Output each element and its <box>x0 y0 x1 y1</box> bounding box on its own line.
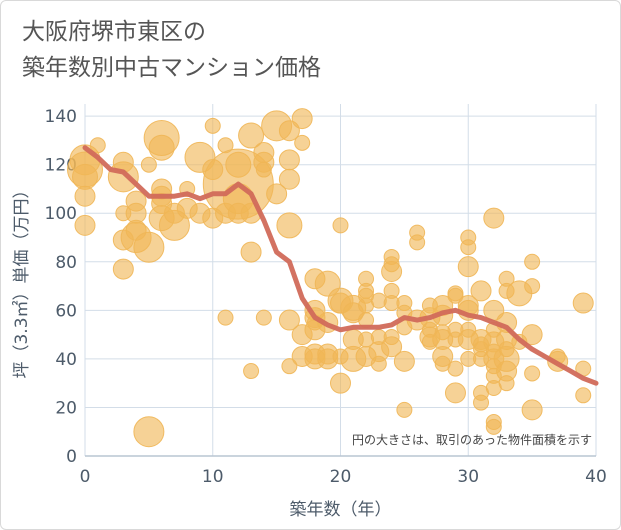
y-tick-label: 60 <box>55 301 77 321</box>
data-point <box>524 365 541 382</box>
trend-line <box>82 145 599 386</box>
data-point <box>332 217 349 234</box>
data-point <box>393 350 415 372</box>
data-point <box>204 117 221 134</box>
data-point <box>381 261 403 283</box>
data-point <box>409 234 426 251</box>
data-point <box>278 309 300 331</box>
data-point <box>278 149 300 171</box>
data-point <box>524 253 541 270</box>
data-point <box>281 358 298 375</box>
x-tick-label: 30 <box>457 467 479 487</box>
data-point <box>521 399 543 421</box>
data-point <box>521 324 543 346</box>
data-point <box>457 256 479 278</box>
x-tick-label: 10 <box>202 467 224 487</box>
y-tick-label: 140 <box>45 107 77 127</box>
data-point <box>396 401 413 418</box>
data-point <box>243 363 260 380</box>
data-point <box>473 394 490 411</box>
x-tick-label: 40 <box>585 467 607 487</box>
x-tick-label: 20 <box>330 467 352 487</box>
data-point <box>217 309 234 326</box>
data-point <box>276 212 303 239</box>
y-tick-label: 100 <box>45 204 77 224</box>
data-point <box>447 360 464 377</box>
data-point <box>112 258 134 280</box>
data-point <box>255 161 272 178</box>
data-point <box>74 185 96 207</box>
data-point <box>133 416 165 448</box>
data-point <box>74 214 96 236</box>
data-point <box>370 355 387 372</box>
data-point <box>266 183 288 205</box>
data-point <box>572 292 594 314</box>
y-tick-label: 40 <box>55 350 77 370</box>
data-point <box>238 122 265 149</box>
x-tick-label: 0 <box>80 467 91 487</box>
chart-annotation: 円の大きさは、取引のあった物件面積を示す <box>352 432 592 447</box>
y-tick-label: 80 <box>55 253 77 273</box>
data-point <box>381 336 403 358</box>
data-point <box>524 278 541 295</box>
data-point <box>89 137 106 154</box>
data-point <box>460 239 477 256</box>
y-tick-label: 20 <box>55 398 77 418</box>
data-point <box>278 120 300 142</box>
data-point <box>72 163 98 190</box>
y-axis-label: 坪（3.3㎡）単価（万円） <box>12 181 32 378</box>
data-point <box>444 382 466 404</box>
data-point <box>498 375 515 392</box>
data-point <box>255 309 272 326</box>
data-point <box>330 372 351 394</box>
data-point <box>294 134 311 151</box>
data-point <box>485 418 502 435</box>
x-axis-label: 築年数（年） <box>290 500 392 520</box>
data-point <box>240 241 262 263</box>
data-point <box>483 207 505 229</box>
data-point <box>140 156 157 173</box>
data-point <box>107 161 139 193</box>
y-tick-label: 0 <box>66 447 77 467</box>
data-point <box>470 280 492 302</box>
chart-title: 大阪府堺市東区の 築年数別中古マンション価格 <box>22 14 321 86</box>
data-point <box>291 108 313 130</box>
data-point <box>148 134 175 161</box>
chart-title-line-1: 大阪府堺市東区の <box>22 19 206 45</box>
data-point <box>447 287 464 304</box>
data-point <box>575 387 592 404</box>
data-point <box>278 168 300 190</box>
data-point <box>133 231 165 263</box>
chart-title-line-2: 築年数別中古マンション価格 <box>22 55 321 81</box>
